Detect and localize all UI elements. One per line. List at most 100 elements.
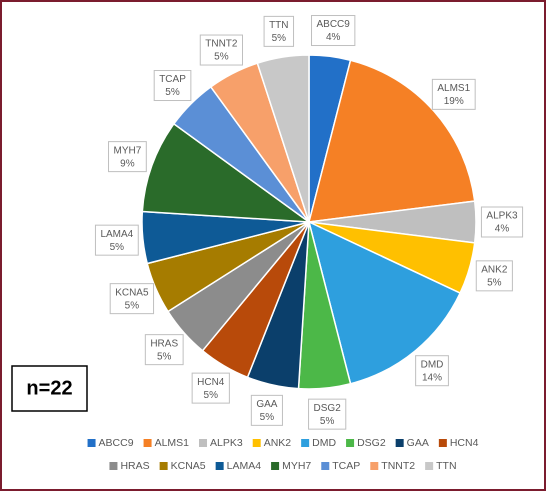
- data-label: ANK2 5%: [475, 260, 513, 292]
- label-name: HCN4: [197, 377, 225, 388]
- label-name: LAMA4: [100, 229, 133, 240]
- data-label: TTN 5%: [263, 15, 295, 47]
- label-box: [94, 224, 139, 256]
- label-value: 5%: [204, 390, 219, 401]
- data-label: TCAP 5%: [153, 70, 192, 102]
- legend-item: HRAS: [109, 460, 150, 472]
- legend-item: ALPK3: [199, 437, 243, 449]
- label-value: 4%: [326, 32, 341, 43]
- data-label: KCNA5 5%: [109, 283, 155, 315]
- legend-swatch: [109, 462, 118, 470]
- label-box: [415, 355, 449, 387]
- legend-label: GAA: [407, 437, 429, 449]
- pie-slice: [307, 59, 476, 223]
- label-value: 5%: [214, 52, 229, 63]
- label-box: [108, 141, 147, 173]
- legend-item: MYH7: [271, 460, 311, 472]
- legend-label: DMD: [312, 437, 336, 449]
- data-label: ABCC9 4%: [311, 15, 356, 47]
- legend-item: ALMS1: [143, 437, 190, 449]
- data-label: TNNT2 5%: [199, 34, 243, 66]
- data-label: GAA 5%: [250, 394, 283, 426]
- legend-label: ALMS1: [155, 437, 190, 449]
- label-value: 5%: [320, 416, 335, 427]
- legend-item: HCN4: [438, 437, 479, 449]
- pie-slice: [307, 220, 462, 385]
- label-name: ABCC9: [317, 19, 351, 30]
- legend-label: HRAS: [120, 460, 149, 472]
- legend-swatch: [199, 439, 208, 447]
- legend-swatch: [87, 439, 96, 447]
- legend-label: TTN: [436, 460, 456, 472]
- legend-item: ABCC9: [87, 437, 134, 449]
- label-name: ALMS1: [437, 83, 470, 94]
- legend-swatch: [271, 462, 280, 470]
- legend-swatch: [438, 439, 447, 447]
- label-box: [308, 398, 347, 430]
- label-box: [431, 78, 476, 110]
- label-name: KCNA5: [115, 287, 149, 298]
- legend-item: TCAP: [321, 460, 360, 472]
- legend-swatch: [215, 462, 224, 470]
- legend-item: DMD: [301, 437, 336, 449]
- label-name: TTN: [269, 20, 288, 31]
- legend-item: KCNA5: [159, 460, 206, 472]
- legend-swatch: [425, 462, 434, 470]
- label-name: DSG2: [314, 403, 342, 414]
- label-box: [191, 372, 230, 404]
- data-label: DSG2 5%: [308, 398, 347, 430]
- data-label: ALPK3 4%: [480, 206, 524, 238]
- label-box: [153, 70, 192, 102]
- data-label: MYH7 9%: [108, 141, 147, 173]
- label-box: [109, 283, 155, 315]
- label-box: [475, 260, 513, 292]
- legend-label: LAMA4: [227, 460, 262, 472]
- pie-slice: [256, 54, 310, 223]
- legend-label: DSG2: [357, 437, 386, 449]
- legend-item: TNNT2: [370, 460, 415, 472]
- legend-label: TCAP: [332, 460, 360, 472]
- label-box: [199, 34, 243, 66]
- legend-item: GAA: [395, 437, 429, 449]
- annotation: n=22: [26, 377, 72, 399]
- label-box: [250, 394, 283, 426]
- legend-swatch: [301, 439, 310, 447]
- label-value: 9%: [120, 158, 135, 169]
- legend-label: ABCC9: [99, 437, 134, 449]
- legend-swatch: [395, 439, 404, 447]
- legend-swatch: [370, 462, 379, 470]
- label-value: 5%: [125, 300, 140, 311]
- label-box: [480, 206, 524, 238]
- legend-label: ANK2: [264, 437, 292, 449]
- label-name: TNNT2: [205, 39, 238, 50]
- legend-swatch: [321, 462, 330, 470]
- label-value: 5%: [260, 412, 275, 423]
- label-value: 5%: [487, 277, 502, 288]
- legend-label: ALPK3: [210, 437, 243, 449]
- data-label: HRAS 5%: [144, 334, 184, 366]
- data-label: HCN4 5%: [191, 372, 230, 404]
- label-name: HRAS: [150, 338, 178, 349]
- legend-swatch: [252, 439, 261, 447]
- legend-item: DSG2: [346, 437, 386, 449]
- legend-item: LAMA4: [215, 460, 262, 472]
- legend-item: ANK2: [252, 437, 292, 449]
- legend-swatch: [143, 439, 152, 447]
- label-value: 5%: [157, 351, 172, 362]
- label-box: [311, 15, 356, 47]
- legend-swatch: [346, 439, 355, 447]
- label-value: 5%: [110, 242, 125, 253]
- label-value: 19%: [444, 96, 464, 107]
- pie-slice: [141, 122, 312, 223]
- label-name: GAA: [256, 399, 277, 410]
- label-value: 5%: [272, 33, 287, 44]
- legend-label: MYH7: [282, 460, 311, 472]
- annotation-box: [11, 365, 88, 412]
- label-name: TCAP: [159, 74, 186, 85]
- legend-swatch: [159, 462, 168, 470]
- legend-label: HCN4: [450, 437, 479, 449]
- label-name: DMD: [421, 359, 444, 370]
- legend-label: TNNT2: [381, 460, 415, 472]
- label-value: 14%: [422, 372, 442, 383]
- data-label: DMD 14%: [415, 355, 449, 387]
